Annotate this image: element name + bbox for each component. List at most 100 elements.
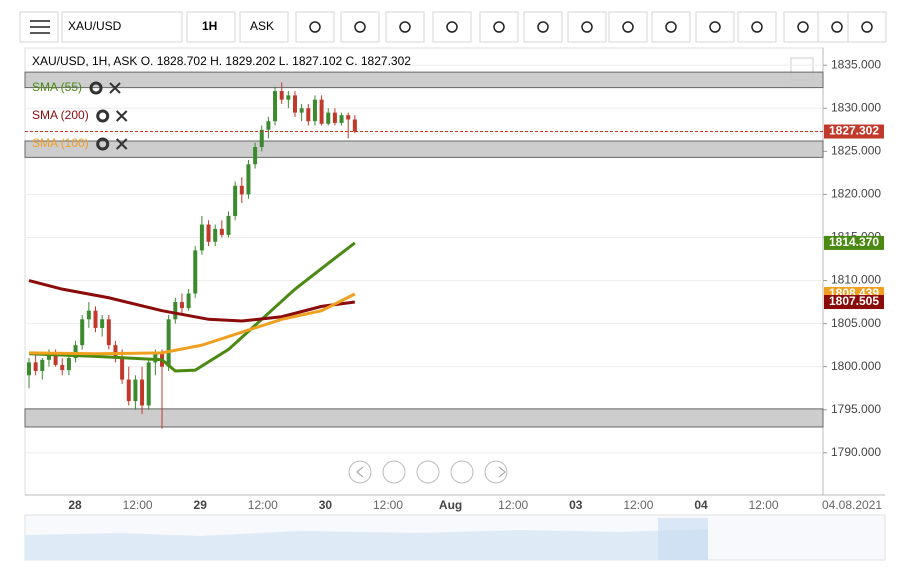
date-label: 04.08.2021 xyxy=(822,498,882,512)
candle-body xyxy=(126,379,131,402)
candle-body xyxy=(233,185,238,216)
symbol-box[interactable] xyxy=(61,11,183,43)
candle-body xyxy=(219,228,224,235)
close-icon[interactable] xyxy=(115,138,128,150)
price-label-box xyxy=(824,295,884,310)
tool-button[interactable] xyxy=(523,11,563,43)
interval: 1H xyxy=(202,19,217,33)
candle-body xyxy=(193,250,198,294)
candle-body xyxy=(46,353,51,360)
candle-body xyxy=(206,224,211,242)
reset[interactable] xyxy=(416,460,440,484)
tool-button[interactable] xyxy=(737,11,777,43)
candle-body xyxy=(273,91,278,122)
tool-button[interactable] xyxy=(695,11,735,43)
close-icon[interactable] xyxy=(115,110,128,122)
zoom-in[interactable] xyxy=(450,460,474,484)
symbol: XAU/USD xyxy=(68,19,122,33)
candle-body xyxy=(213,228,218,242)
candle-body xyxy=(226,215,231,235)
tool-icon xyxy=(399,21,411,33)
candle-body xyxy=(120,358,125,380)
close-icon[interactable] xyxy=(109,82,121,94)
settings-icon[interactable] xyxy=(96,137,110,151)
x-tick-label: 12:00 xyxy=(623,498,653,512)
candle-body xyxy=(106,319,111,346)
candle-body xyxy=(146,362,151,406)
sma-line xyxy=(28,241,356,373)
candle-body xyxy=(27,362,31,376)
candle-body xyxy=(53,353,58,365)
y-tick-label: 1810.000 xyxy=(831,273,881,287)
zone xyxy=(24,408,824,428)
candle-body xyxy=(199,224,204,251)
y-tick-label: 1800.000 xyxy=(831,359,881,373)
tool-icon xyxy=(446,21,458,33)
candle-body xyxy=(259,129,264,148)
tool-icon xyxy=(537,21,549,33)
x-tick-label: 04 xyxy=(694,498,708,512)
menu-icon xyxy=(30,20,50,34)
tool-button[interactable] xyxy=(479,11,519,43)
y-tick-label: 1790.000 xyxy=(831,445,881,459)
navigator-area xyxy=(25,529,708,560)
plot-area xyxy=(24,47,824,496)
candle-body xyxy=(93,310,98,328)
tool-button[interactable] xyxy=(385,11,425,43)
tool-icon xyxy=(861,21,873,33)
legend-label: SMA (55) xyxy=(32,80,82,94)
tool-button[interactable] xyxy=(340,11,380,43)
candle-body xyxy=(80,319,85,346)
candle-body xyxy=(246,164,251,195)
price-label: 1827.302 xyxy=(829,124,879,138)
navigator-window[interactable] xyxy=(658,518,708,560)
zone xyxy=(24,71,824,89)
candle-body xyxy=(140,379,145,406)
sma-line xyxy=(28,292,356,356)
tool-icon xyxy=(493,21,505,33)
tool-icon xyxy=(797,21,809,33)
y-tick-label: 1835.000 xyxy=(831,57,881,71)
interval-button[interactable] xyxy=(186,11,236,43)
candle-body xyxy=(33,362,38,371)
zone xyxy=(24,140,824,158)
tool-icon xyxy=(581,21,593,33)
x-tick-label: 12:00 xyxy=(749,498,779,512)
x-tick-label: 12:00 xyxy=(248,498,278,512)
candle-body xyxy=(86,310,91,320)
candle-body xyxy=(306,108,311,122)
tool-button[interactable] xyxy=(847,11,887,43)
x-tick-label: 29 xyxy=(194,498,208,512)
scroll-right[interactable] xyxy=(484,460,508,484)
candle-body xyxy=(332,112,337,123)
x-tick-label: 03 xyxy=(569,498,583,512)
price-label: 1814.370 xyxy=(829,235,879,249)
side-button[interactable] xyxy=(239,11,289,43)
y-tick-label: 1805.000 xyxy=(831,316,881,330)
toolbar: XAU/USD 1H ASK xyxy=(18,8,887,46)
tool-button[interactable] xyxy=(567,11,607,43)
settings-icon[interactable] xyxy=(89,81,103,95)
x-tick-label: 12:00 xyxy=(373,498,403,512)
x-tick-label: 12:00 xyxy=(498,498,528,512)
candle-body xyxy=(239,185,244,195)
tool-button[interactable] xyxy=(651,11,691,43)
price-label-box xyxy=(824,124,884,139)
sma-line xyxy=(28,279,356,323)
tool-icon xyxy=(709,21,721,33)
tool-button[interactable] xyxy=(608,11,648,43)
tool-button[interactable] xyxy=(783,11,823,43)
candle-body xyxy=(266,121,271,130)
y-tick-label: 1820.000 xyxy=(831,187,881,201)
tool-button[interactable] xyxy=(295,11,335,43)
legend-label: SMA (200) xyxy=(32,108,89,122)
zoom-out[interactable] xyxy=(382,460,406,484)
tool-icon xyxy=(354,21,366,33)
candle-body xyxy=(66,358,71,371)
candle-body xyxy=(100,319,105,328)
tool-button[interactable] xyxy=(432,11,472,43)
settings-icon[interactable] xyxy=(96,109,110,123)
legend-label: SMA (100) xyxy=(32,136,89,150)
candle-body xyxy=(113,345,118,359)
